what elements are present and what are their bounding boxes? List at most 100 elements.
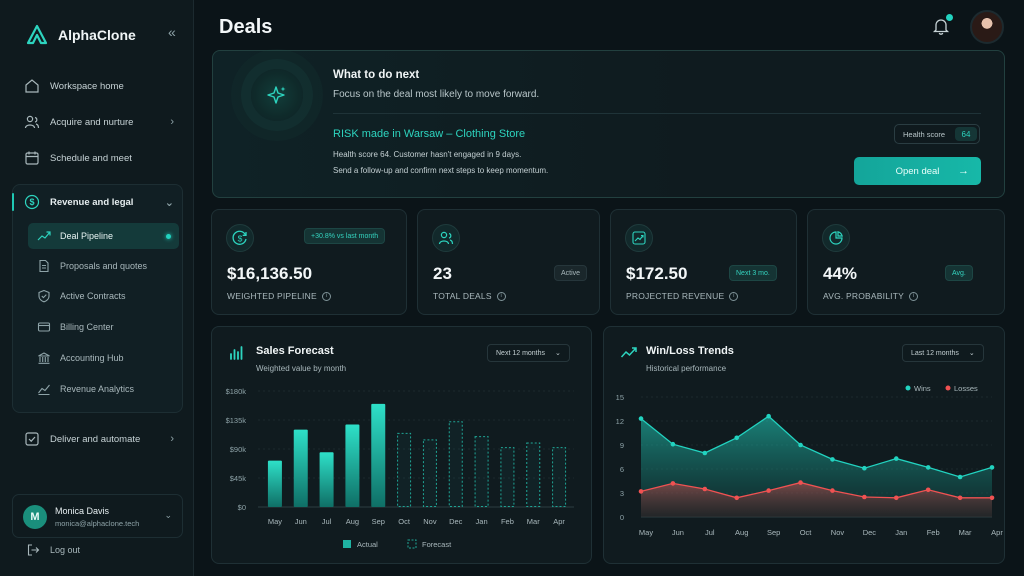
chart-line-icon — [38, 384, 50, 396]
legend-swatch-actual — [343, 540, 351, 548]
legend-label-forecast: Forecast — [422, 540, 452, 549]
y-tick-label: 15 — [616, 393, 624, 402]
trend-up-icon — [632, 231, 646, 245]
bank-icon — [38, 352, 50, 364]
sparkle-icon — [267, 86, 286, 104]
info-icon[interactable]: i — [729, 291, 739, 301]
bar-actual — [371, 403, 386, 507]
legend-label-actual: Actual — [357, 540, 378, 549]
sub-item-label: Proposals and quotes — [60, 261, 148, 271]
chart-subtitle: Historical performance — [646, 364, 727, 373]
sidebar-item-billing-center[interactable]: Billing Center — [28, 314, 179, 340]
trend-up-icon — [620, 347, 637, 358]
stat-label: WEIGHTED PIPELINE — [227, 291, 317, 301]
losses-point — [989, 495, 995, 501]
y-tick-label: $90k — [230, 445, 247, 454]
logo-icon — [26, 24, 48, 45]
deal-detail-2: Send a follow-up and confirm next steps … — [333, 166, 549, 175]
users-icon — [24, 115, 40, 129]
sidebar-item-revenue-analytics[interactable]: Revenue Analytics — [28, 376, 179, 402]
stat-card-avg-probability: Avg. 44% AVG. PROBABILITY i — [807, 209, 1005, 315]
range-select[interactable]: Last 12 months ⌄ — [902, 344, 984, 362]
calendar-icon — [25, 151, 39, 165]
x-tick-label: Mar — [527, 517, 540, 526]
info-icon[interactable]: i — [908, 291, 918, 301]
losses-point — [830, 488, 835, 493]
nav-group-header[interactable]: $ Revenue and legal ⌄ — [24, 191, 180, 213]
nav-item-workspace-home[interactable]: Workspace home — [24, 75, 180, 97]
chart-title: Sales Forecast — [256, 345, 334, 357]
sidebar: AlphaClone « Workspace home Acquire and … — [0, 0, 194, 576]
deal-title-link[interactable]: RISK made in Warsaw – Clothing Store — [333, 128, 526, 140]
double-chevron-left-icon[interactable]: « — [168, 24, 176, 40]
chevron-down-icon: ⌄ — [164, 196, 174, 209]
range-select[interactable]: Next 12 months ⌄ — [487, 344, 570, 362]
logout-button[interactable]: Log out — [26, 543, 80, 557]
bar-actual — [293, 429, 308, 507]
logout-icon — [27, 544, 40, 556]
x-tick-label: Apr — [991, 528, 1003, 537]
x-tick-label: Jun — [672, 528, 684, 537]
bell-icon[interactable] — [932, 17, 950, 35]
x-tick-label: May — [639, 528, 653, 537]
check-square-icon — [25, 432, 39, 446]
sidebar-item-active-contracts[interactable]: Active Contracts — [28, 283, 179, 309]
legend-swatch-wins — [905, 385, 911, 391]
bar-forecast — [526, 442, 541, 507]
losses-point — [702, 486, 708, 492]
legend-label-losses: Losses — [954, 384, 978, 393]
info-icon[interactable]: i — [496, 291, 506, 301]
nav-label: Acquire and nurture — [50, 116, 134, 128]
nav-item-schedule-and-meet[interactable]: Schedule and meet — [24, 147, 180, 169]
stat-label-wrap: TOTAL DEALS i — [433, 291, 506, 301]
svg-text:$: $ — [29, 197, 34, 207]
user-email: monica@alphaclone.tech — [55, 519, 140, 528]
x-tick-label: Oct — [398, 517, 411, 526]
stat-card-total-deals: Active 23 TOTAL DEALS i — [417, 209, 600, 315]
bar-forecast — [552, 447, 567, 507]
wins-point — [766, 413, 771, 419]
legend-swatch-losses — [945, 385, 951, 391]
stat-icon-wrap — [822, 224, 850, 252]
losses-point — [862, 494, 867, 500]
credit-card-icon — [37, 322, 51, 332]
health-score-label: Health score — [903, 129, 946, 139]
stat-value: 44% — [823, 264, 858, 283]
profile-avatar[interactable] — [970, 10, 1004, 44]
chart-subtitle: Weighted value by month — [256, 364, 347, 373]
shield-check-icon — [38, 289, 50, 303]
bar-actual — [345, 424, 360, 507]
nav-item-acquire-and-nurture[interactable]: Acquire and nurture › — [24, 111, 180, 133]
stat-label-wrap: PROJECTED REVENUE i — [626, 291, 739, 301]
bar-forecast — [448, 421, 463, 507]
hero-subheading: Focus on the deal most likely to move fo… — [333, 89, 540, 100]
health-score-value: 64 — [955, 127, 977, 141]
user-card[interactable]: M Monica Davis monica@alphaclone.tech ⌄ — [12, 494, 183, 538]
sidebar-item-accounting-hub[interactable]: Accounting Hub — [28, 345, 179, 371]
x-tick-label: Jan — [895, 528, 907, 537]
open-deal-button[interactable]: Open deal → — [854, 157, 981, 185]
nav-item-deliver-and-automate[interactable]: Deliver and automate › — [24, 428, 180, 450]
x-tick-label: Sep — [767, 528, 780, 537]
x-tick-label: Apr — [553, 517, 565, 526]
losses-point — [734, 495, 740, 501]
stat-badge: +30.8% vs last month — [304, 228, 386, 244]
sub-item-label: Deal Pipeline — [60, 231, 114, 241]
y-tick-label: 12 — [616, 417, 624, 426]
losses-point — [957, 495, 963, 501]
hero-heading: What to do next — [333, 69, 420, 81]
x-tick-label: Sep — [372, 517, 385, 526]
sales-forecast-chart: $0 $45k $90k $135k $180k May Jun Jul Aug Sep Oct No… — [226, 387, 574, 549]
x-tick-label: Jan — [476, 517, 488, 526]
chevron-right-icon: › — [170, 433, 174, 445]
stat-value: 23 — [433, 264, 452, 283]
sidebar-item-deal-pipeline[interactable]: Deal Pipeline — [28, 223, 179, 249]
sparkle-orb — [251, 69, 303, 121]
page-title: Deals — [219, 16, 273, 38]
brand[interactable]: AlphaClone — [26, 24, 136, 46]
info-icon[interactable]: i — [321, 291, 331, 301]
sidebar-item-proposals[interactable]: Proposals and quotes — [28, 253, 179, 279]
stat-card-projected-revenue: Next 3 mo. $172.50 PROJECTED REVENUE i — [610, 209, 797, 315]
dollar-circle-icon: $ — [24, 194, 40, 210]
chevron-down-icon: ⌄ — [968, 350, 975, 357]
